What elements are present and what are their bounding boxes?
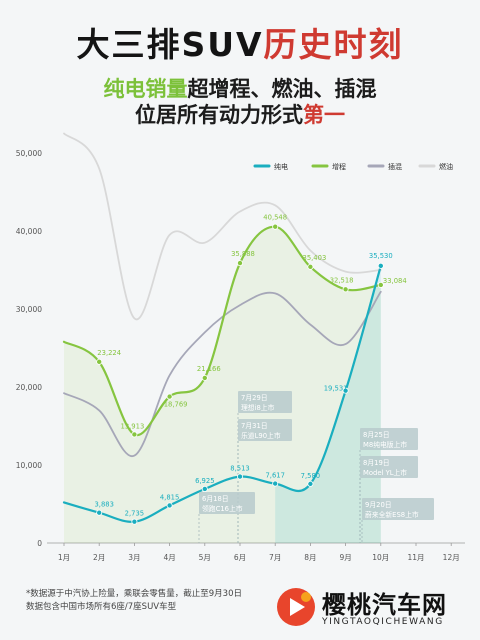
annotation-date: 6月18日 <box>202 495 229 503</box>
data-point-纯电 <box>96 509 103 516</box>
subtitle-green: 纯电销量 <box>103 77 188 101</box>
data-point-纯电 <box>342 387 349 394</box>
data-label-纯电: 8,513 <box>230 465 249 473</box>
title-black: 大三排SUV <box>76 25 264 64</box>
y-tick-label: 40,000 <box>16 227 42 236</box>
footnote-line-2: 数据包含中国市场所有6座/7座SUV车型 <box>26 602 177 612</box>
x-tick-label: 9月 <box>339 553 351 562</box>
watermark-pinyin: YINGTAOQICHEWANG <box>322 617 444 627</box>
x-tick-label: 10月 <box>372 553 389 562</box>
data-label-纯电: 7,580 <box>301 472 320 480</box>
annotation-event: 理想i8上市 <box>241 403 275 412</box>
x-tick-label: 5月 <box>199 553 211 562</box>
data-label-增程: 23,224 <box>97 349 121 357</box>
annotation-date: 9月20日 <box>365 501 392 509</box>
data-point-增程 <box>131 431 138 438</box>
subtitle-line-1: 纯电销量超增程、燃油、插混 <box>0 73 480 103</box>
data-label-增程: 35,403 <box>303 254 327 262</box>
y-tick-label: 30,000 <box>16 305 42 314</box>
data-label-增程: 33,084 <box>383 277 407 285</box>
data-point-纯电 <box>236 473 243 480</box>
annotation-date: 7月31日 <box>241 422 268 430</box>
annotation-date: 8月19日 <box>363 459 390 467</box>
data-label-纯电: 2,735 <box>125 510 144 518</box>
x-tick-label: 8月 <box>304 553 316 562</box>
annotation-box <box>199 492 255 514</box>
data-point-增程 <box>201 374 208 381</box>
data-point-增程 <box>272 223 279 230</box>
watermark-name: 樱桃汽车网 <box>322 591 447 619</box>
data-point-纯电 <box>272 480 279 487</box>
data-label-增程: 18,769 <box>164 401 188 409</box>
data-point-纯电 <box>201 485 208 492</box>
annotation-event: 乐道L90上市 <box>241 431 281 440</box>
subtitle-line2-red: 第一 <box>303 103 345 127</box>
annotation-event: Model YL上市 <box>363 468 407 477</box>
x-tick-label: 2月 <box>93 553 105 562</box>
data-point-纯电 <box>131 518 138 525</box>
x-tick-label: 11月 <box>407 553 424 562</box>
annotation-event: M8纯电版上市 <box>363 440 407 449</box>
x-tick-label: 12月 <box>443 553 460 562</box>
series-line-插混 <box>63 290 382 457</box>
y-tick-label: 0 <box>37 539 42 548</box>
legend-label: 纯电 <box>274 162 288 171</box>
footnote-line-1: *数据源于中汽协上险量，乘联会零售量，截止至9月30日 <box>26 589 242 599</box>
data-point-增程 <box>96 358 103 365</box>
x-tick-label: 1月 <box>58 553 70 562</box>
data-label-纯电: 35,530 <box>369 252 393 260</box>
data-point-增程 <box>166 393 173 400</box>
page-title: 大三排SUV历史时刻 <box>0 18 480 66</box>
legend-label: 增程 <box>332 162 346 171</box>
legend-label: 燃油 <box>439 162 453 171</box>
data-label-增程: 13,913 <box>121 422 145 430</box>
data-point-增程 <box>342 286 349 293</box>
data-label-增程: 35,888 <box>231 250 255 258</box>
data-label-纯电: 4,815 <box>160 493 179 501</box>
legend-label: 插混 <box>388 162 402 171</box>
annotation-box <box>360 456 418 478</box>
data-label-纯电: 19,531 <box>324 385 348 393</box>
annotation-date: 7月29日 <box>241 394 268 402</box>
subtitle-line-2: 位居所有动力形式第一 <box>0 99 480 129</box>
x-tick-label: 7月 <box>269 553 281 562</box>
annotation-box <box>238 419 292 441</box>
subtitle-black: 超增程、燃油、插混 <box>187 77 377 101</box>
series-line-燃油 <box>63 132 382 321</box>
erev-area-fill <box>64 226 381 543</box>
y-tick-label: 20,000 <box>16 383 42 392</box>
data-label-增程: 40,548 <box>263 214 287 222</box>
annotation-event: 蔚来全新ES8上市 <box>365 510 419 519</box>
annotation-box <box>360 428 418 450</box>
data-point-纯电 <box>166 502 173 509</box>
data-point-增程 <box>236 260 243 267</box>
watermark-logo: 樱桃汽车网 YINGTAOQICHEWANG <box>272 583 472 635</box>
title-red: 历史时刻 <box>263 25 404 64</box>
data-label-增程: 21,166 <box>197 365 221 373</box>
data-point-纯电 <box>377 262 384 269</box>
data-label-增程: 32,518 <box>330 276 354 284</box>
x-tick-label: 3月 <box>128 553 140 562</box>
y-tick-label: 10,000 <box>16 461 42 470</box>
ev-area-fill <box>275 265 381 543</box>
data-label-纯电: 3,883 <box>94 501 113 509</box>
data-point-增程 <box>377 281 384 288</box>
annotation-box <box>238 391 292 413</box>
data-label-纯电: 6,925 <box>195 477 214 485</box>
x-tick-label: 4月 <box>163 553 175 562</box>
annotation-date: 8月25日 <box>363 431 390 439</box>
annotation-box <box>362 498 434 520</box>
data-point-纯电 <box>307 480 314 487</box>
data-point-增程 <box>307 263 314 270</box>
series-line-增程 <box>62 225 382 437</box>
annotation-event: 领跑C16上市 <box>202 504 243 513</box>
cherry-logo-icon <box>277 588 315 626</box>
data-label-纯电: 7,617 <box>265 472 284 480</box>
subtitle-line2-black: 位居所有动力形式 <box>135 103 303 127</box>
y-tick-label: 50,000 <box>16 149 42 158</box>
x-tick-label: 6月 <box>234 553 246 562</box>
